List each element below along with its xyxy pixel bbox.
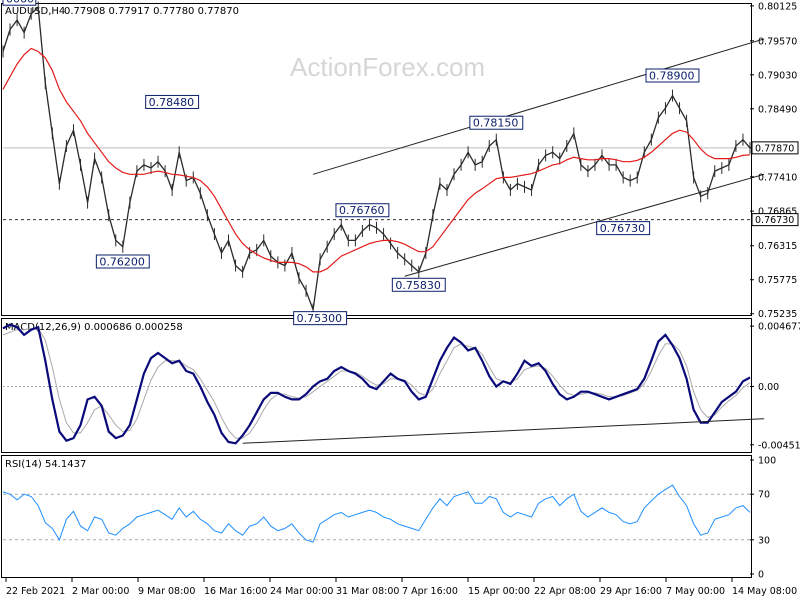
rsi-layer: 100 70 30 0 [2, 456, 776, 581]
x-tick-label: 22 Feb 2021 [6, 586, 65, 597]
price-y-tick-label: 0.80125 [758, 1, 797, 12]
price-annotation-label: 0.76730 [600, 222, 646, 235]
macd-y-tick-label: 0.004677 [758, 322, 800, 333]
price-annotation-box [335, 203, 390, 218]
price-annotation-box [469, 115, 524, 130]
price-annotation-box [95, 254, 150, 269]
macd-trendline [242, 418, 765, 444]
rsi-y-tick-label: 70 [758, 490, 770, 501]
price-annotation-label: 0060 [6, 0, 34, 6]
rsi-panel-frame [1, 455, 752, 578]
rsi-label: RSI(14) 54.1437 [5, 459, 86, 470]
x-tick-label: 7 Apr 16:00 [402, 586, 458, 597]
x-tick-label: 9 Mar 08:00 [138, 586, 195, 597]
ohlc-label: 0.77908 0.77917 0.77780 0.77870 [64, 6, 239, 17]
x-tick-label: 24 Mar 00:00 [270, 586, 333, 597]
price-annotation-label: 0.78900 [649, 70, 695, 83]
price-annotation-box [645, 68, 700, 83]
rsi-y-tick-label: 0 [758, 570, 764, 581]
price-y-tick-label: 0.75775 [758, 275, 797, 286]
symbol-label: AUDUSD,H4 [5, 6, 65, 17]
price-y-tick-label: 0.75235 [758, 309, 797, 320]
price-annotation-box [293, 311, 348, 326]
watermark: ActionForex.com [290, 52, 485, 82]
channel-upper-line [312, 38, 765, 175]
macd-y-tick-label: 0.00 [758, 382, 779, 393]
x-tick-label: 2 Mar 00:00 [72, 586, 129, 597]
x-tick-label: 14 May 08:00 [732, 586, 797, 597]
price-annotation-label: 0.75300 [297, 312, 343, 325]
price-y-tick-label: 0.76865 [758, 207, 797, 218]
price-annotation-box [2, 0, 37, 6]
rsi-y-tick-label: 100 [758, 456, 776, 467]
price-y-tick-label: 0.79030 [758, 70, 797, 81]
axis-price-highlight [751, 141, 799, 155]
price-y-tick-label: 0.78490 [758, 104, 797, 115]
x-tick-label: 16 Mar 16:00 [204, 586, 267, 597]
ma-series-line [2, 47, 751, 273]
x-tick-label: 15 Apr 00:00 [468, 586, 530, 597]
price-layer: 0060 0.78480 0.76200 0.76760 0.75300 0.75830 0… [2, 0, 799, 326]
axis-price-highlight-label: 0.77870 [755, 143, 794, 154]
macd-signal-line [2, 327, 751, 439]
price-annotation-label: 0.75830 [395, 279, 441, 292]
price-y-tick-label: 0.76315 [758, 241, 797, 252]
macd-layer: 0.004677 0.00 -0.004519 [2, 322, 800, 451]
price-panel-frame [1, 3, 752, 316]
price-annotation-box [596, 221, 651, 236]
channel-lower-line [404, 173, 765, 277]
x-tick-label: 31 Mar 08:00 [336, 586, 399, 597]
macd-y-tick-label: -0.004519 [758, 440, 800, 451]
macd-line [2, 323, 751, 445]
x-tick-label: 7 May 00:00 [666, 586, 725, 597]
price-annotation-box [145, 94, 200, 109]
price-annotation-label: 0.78480 [149, 96, 195, 109]
price-annotation-box [391, 277, 446, 292]
price-y-tick-label: 0.77410 [758, 172, 797, 183]
axis-price-highlight-label: 0.76730 [755, 215, 794, 226]
price-annotation-label: 0.78150 [473, 117, 519, 130]
rsi-line [2, 484, 751, 543]
rsi-y-tick-label: 30 [758, 535, 770, 546]
macd-panel-frame [1, 318, 752, 453]
price-y-tick-label: 0.79570 [758, 36, 797, 47]
macd-label: MACD(12,26,9) 0.000686 0.000258 [5, 322, 183, 333]
x-tick-label: 29 Apr 16:00 [600, 586, 662, 597]
axis-price-highlight [751, 213, 799, 227]
axis-layer: 22 Feb 2021 2 Mar 00:00 9 Mar 08:00 16 Mar … [5, 578, 797, 597]
x-tick-label: 22 Apr 08:00 [534, 586, 596, 597]
price-annotation-label: 0.76200 [99, 255, 145, 268]
price-annotation-label: 0.76760 [339, 204, 385, 217]
